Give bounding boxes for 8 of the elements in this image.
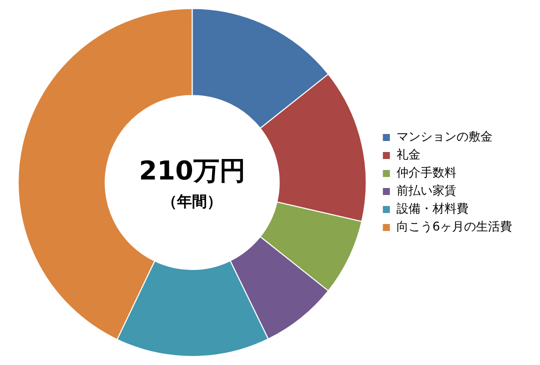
legend-label: 設備・材料費 <box>396 202 468 216</box>
legend-label: 仲介手数料 <box>396 166 456 180</box>
text: 210万円 <box>139 156 246 186</box>
legend-label: マンションの敷金 <box>396 130 492 144</box>
legend-label: 前払い家賃 <box>396 184 456 198</box>
legend-label: 向こう6ヶ月の生活費 <box>396 220 512 234</box>
text: （年間） <box>162 192 222 210</box>
legend-label: 礼金 <box>396 148 420 162</box>
